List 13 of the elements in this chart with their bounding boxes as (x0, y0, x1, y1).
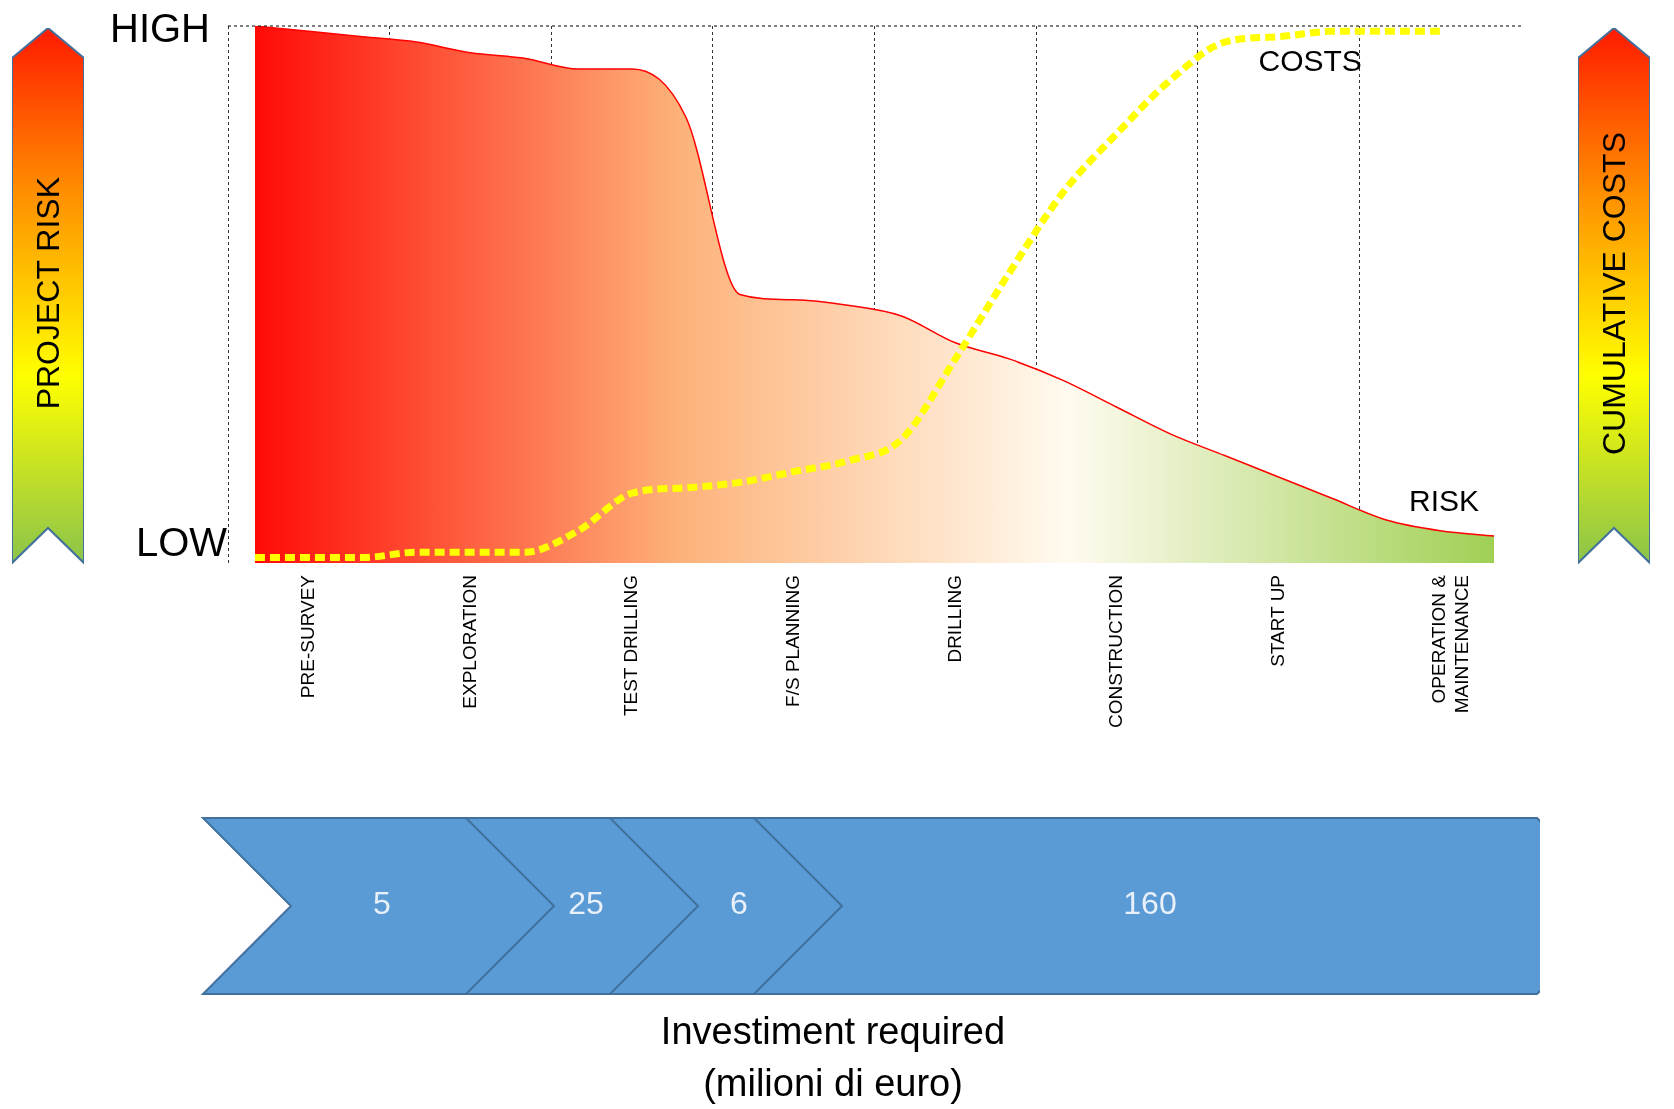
x-tick-label: DRILLING (943, 574, 965, 663)
series-label: RISK (1409, 484, 1480, 518)
series-label: COSTS (1258, 44, 1362, 78)
x-tick-label: OPERATION & MAINTENANCE (1428, 574, 1473, 714)
text: LOW (136, 520, 228, 565)
x-tick-label: TEST DRILLING (620, 574, 642, 717)
text: HIGH (110, 6, 210, 51)
x-tick-label: PRE-SURVEY (297, 574, 319, 699)
x-tick-label: EXPLORATION (458, 574, 480, 709)
x-tick-label: START UP (1266, 574, 1288, 667)
x-tick-label: F/S PLANNING (781, 574, 803, 707)
text: Investiment required (milioni di euro) (659, 1009, 1007, 1106)
x-tick-label: CONSTRUCTION (1105, 574, 1127, 729)
